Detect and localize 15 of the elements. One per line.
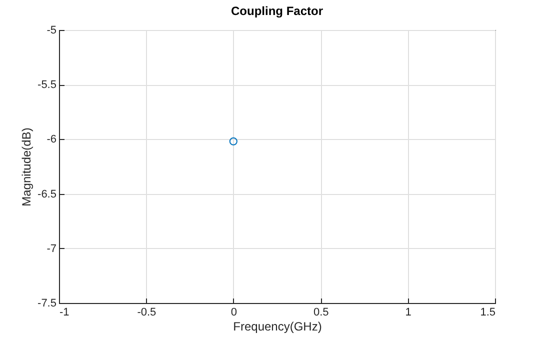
- x-tick-label: 0: [230, 306, 237, 318]
- x-axis-title: Frequency(GHz): [233, 320, 322, 334]
- y-tick-label: -5: [46, 24, 56, 36]
- x-tick-label: 1.5: [480, 306, 496, 318]
- y-tick-label: -6: [46, 134, 56, 146]
- y-tick-label: -7: [46, 242, 56, 255]
- x-tick-label: 1: [405, 306, 412, 318]
- y-tick-label: -6.5: [38, 188, 56, 200]
- chart-title: Coupling Factor: [231, 4, 324, 18]
- x-tick-label: -1: [60, 306, 70, 318]
- y-tick-label: -5.5: [38, 79, 56, 92]
- y-tick-label: -7.5: [38, 298, 56, 310]
- x-tick-label: -0.5: [137, 306, 156, 318]
- x-tick-label: 0.5: [313, 306, 329, 318]
- y-axis-title: Magnitude(dB): [20, 128, 34, 206]
